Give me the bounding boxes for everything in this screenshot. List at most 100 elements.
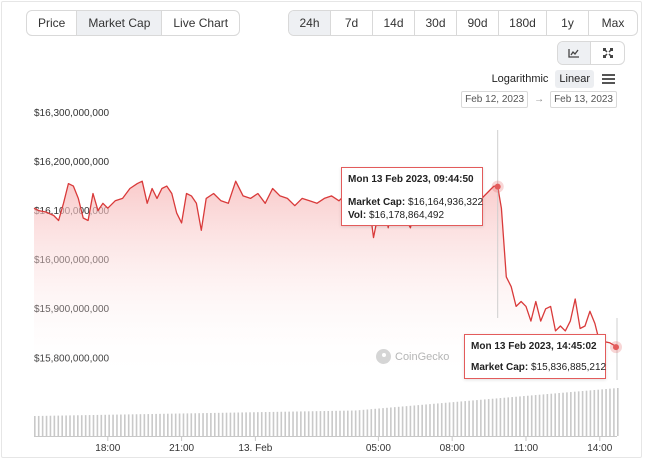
volume-bar <box>429 404 431 436</box>
volume-bar <box>233 412 236 436</box>
volume-bar <box>554 393 556 436</box>
x-tick-label: 08:00 <box>440 443 465 454</box>
volume-bar <box>358 410 361 436</box>
volume-bar <box>401 406 404 436</box>
view-tabs: Price Market Cap Live Chart <box>26 10 241 36</box>
volume-bar <box>155 413 157 436</box>
volume-bar <box>558 393 560 436</box>
volume-bar <box>225 412 228 436</box>
volume-bar <box>217 412 220 436</box>
tooltip-latest: Mon 13 Feb 2023, 14:45:02 Market Cap: $1… <box>464 334 606 379</box>
volume-bar <box>421 404 423 436</box>
volume-bar <box>456 401 459 436</box>
volume-bar <box>433 403 435 436</box>
volume-bar <box>515 396 517 436</box>
volume-bar <box>464 401 467 436</box>
volume-bar <box>241 412 243 436</box>
range-1y[interactable]: 1y <box>547 11 589 35</box>
volume-bar <box>96 414 99 436</box>
volume-bar <box>409 405 412 436</box>
volume-bar <box>104 414 107 436</box>
logarithmic-option[interactable]: Logarithmic <box>491 73 549 85</box>
coingecko-watermark: CoinGecko <box>376 349 449 364</box>
volume-bar <box>198 413 200 436</box>
volume-bar <box>476 400 478 436</box>
candlestick-button[interactable] <box>591 42 624 64</box>
volume-bar <box>605 389 607 436</box>
volume-bar <box>237 412 240 436</box>
volume-bar <box>167 413 169 436</box>
volume-bar <box>417 405 420 436</box>
volume-bar <box>139 414 142 436</box>
date-to-input[interactable]: Feb 13, 2023 <box>550 91 617 108</box>
volume-bar <box>530 395 533 436</box>
volume-bar <box>315 411 318 436</box>
date-from-input[interactable]: Feb 12, 2023 <box>461 91 529 108</box>
tab-live-chart[interactable]: Live Chart <box>173 16 229 30</box>
range-90d[interactable]: 90d <box>457 11 499 35</box>
volume-bar <box>135 414 138 436</box>
volume-bar <box>194 413 197 436</box>
range-24h[interactable]: 24h <box>289 11 331 35</box>
tab-market-cap[interactable]: Market Cap <box>77 11 163 35</box>
volume-bar <box>257 412 259 436</box>
hover-point <box>494 183 501 190</box>
candlestick-icon <box>602 48 613 58</box>
volume-bar <box>268 411 271 436</box>
volume-bar <box>264 412 267 436</box>
volume-bar <box>174 413 177 436</box>
tooltip-vol-value: $16,178,864,492 <box>368 210 445 221</box>
volume-bar <box>437 403 439 436</box>
volume-bar <box>34 416 36 436</box>
latest-point <box>613 344 619 351</box>
tab-price[interactable]: Price <box>27 11 78 35</box>
volume-bar <box>593 390 596 436</box>
volume-bar <box>170 413 173 436</box>
volume-bar <box>253 412 255 436</box>
volume-bar <box>77 415 79 436</box>
volume-bar <box>538 394 541 436</box>
volume-bar <box>405 406 408 436</box>
volume-bar <box>444 402 447 436</box>
volume-bar <box>468 400 470 436</box>
volume-bar <box>362 409 365 436</box>
range-30d[interactable]: 30d <box>415 11 457 35</box>
volume-bar <box>491 398 494 436</box>
volume-bar <box>272 411 275 436</box>
tooltip-latest-cap-row: Market Cap: $15,836,885,212 <box>471 362 606 373</box>
tooltip-cap-value: $16,164,936,322 <box>408 197 484 208</box>
menu-icon[interactable] <box>602 74 615 84</box>
volume-bar <box>440 403 443 436</box>
volume-bar <box>159 413 161 436</box>
volume-bar <box>413 405 416 436</box>
volume-bar <box>327 410 330 436</box>
volume-bar <box>206 413 208 436</box>
volume-bar <box>542 394 545 436</box>
volume-bar <box>319 411 322 436</box>
coingecko-logo-icon <box>376 349 391 364</box>
volume-bar <box>84 415 87 436</box>
volume-bar <box>562 392 564 436</box>
volume-bar <box>370 409 373 436</box>
range-max[interactable]: Max <box>601 16 625 30</box>
volume-bar <box>613 388 615 436</box>
range-180d[interactable]: 180d <box>499 11 547 35</box>
volume-bar <box>566 392 568 436</box>
volume-bar <box>120 414 122 436</box>
volume-bar <box>550 393 553 436</box>
volume-bar <box>151 413 153 436</box>
line-chart-button[interactable] <box>558 42 591 64</box>
volume-bar <box>280 411 283 436</box>
range-7d[interactable]: 7d <box>331 11 373 35</box>
volume-bar <box>480 399 482 436</box>
volume-bar <box>300 411 302 436</box>
x-tick-label: 05:00 <box>366 443 391 454</box>
volume-bar <box>311 411 314 436</box>
volume-bar <box>397 406 400 436</box>
volume-bar <box>472 400 474 436</box>
volume-bar <box>80 415 83 436</box>
linear-option[interactable]: Linear <box>555 70 594 88</box>
range-14d[interactable]: 14d <box>373 11 415 35</box>
x-tick-label: 11:00 <box>514 443 539 454</box>
volume-bar <box>307 411 310 436</box>
